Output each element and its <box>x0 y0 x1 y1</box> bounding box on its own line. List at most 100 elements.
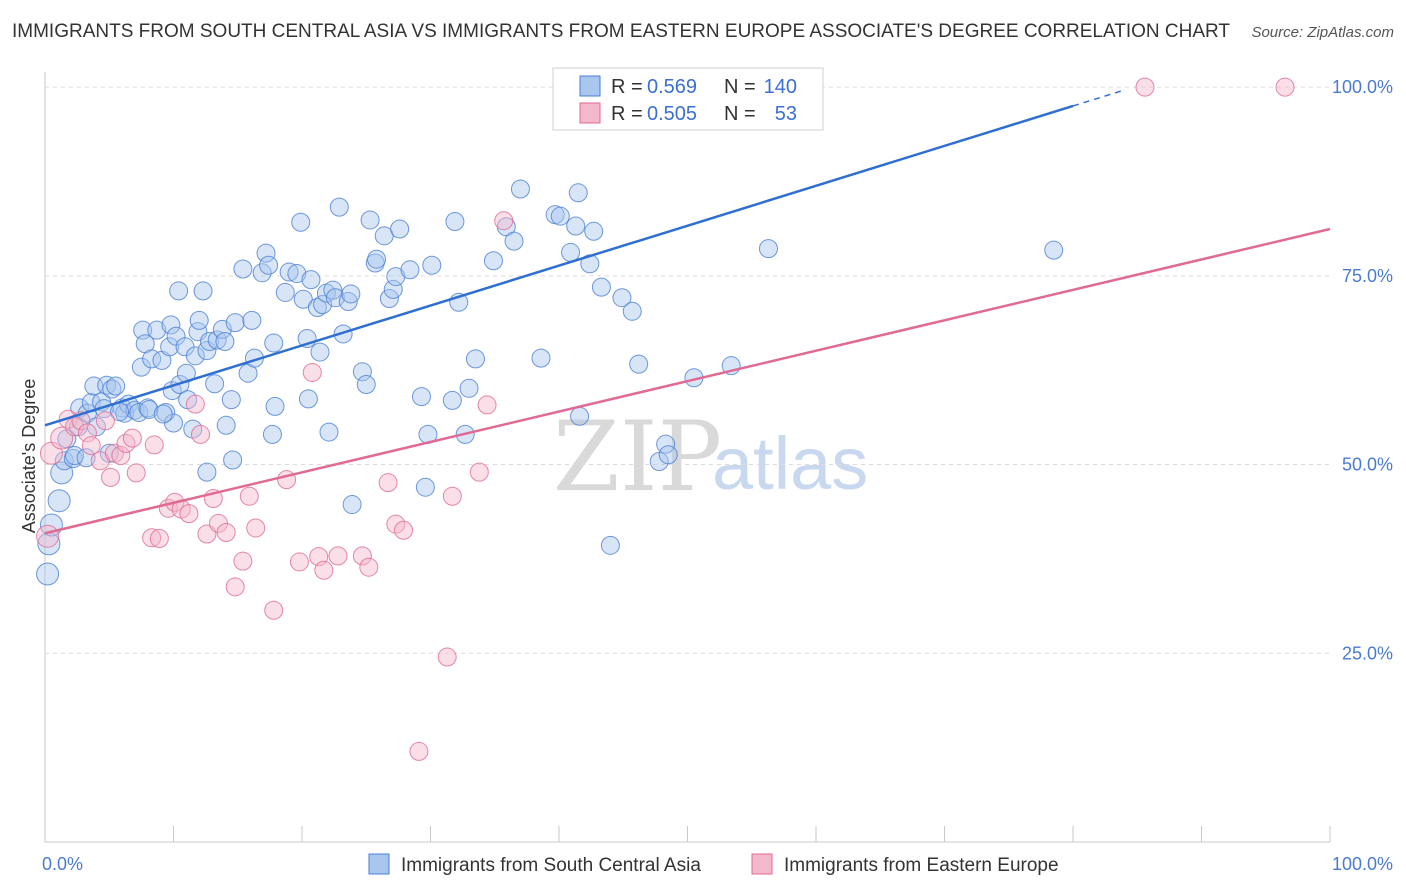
blue-point-84 <box>329 197 349 217</box>
blue-point-124 <box>612 288 632 308</box>
blue-point-49 <box>193 281 213 301</box>
pink-point-49 <box>477 395 497 415</box>
y-tick-label-50: 50.0% <box>1342 455 1393 475</box>
blue-point-31 <box>142 349 162 369</box>
blue-point-67 <box>262 424 282 444</box>
blue-point-68 <box>264 333 284 353</box>
bottom-legend-label-blue: Immigrants from South Central Asia <box>401 855 701 876</box>
pink-point-39 <box>328 546 348 566</box>
legend-r-value-1: 0.569 <box>647 76 697 98</box>
pink-point-10 <box>101 467 121 487</box>
pink-point-14 <box>122 428 142 448</box>
y-tick-labels: 25.0% 50.0% 75.0% 100.0% <box>1332 77 1393 663</box>
pink-point-17 <box>144 435 164 455</box>
legend-n-value-2: 53 <box>775 103 797 125</box>
blue-point-66 <box>259 255 279 275</box>
pink-point-38 <box>314 560 334 580</box>
trend-lines <box>44 89 1331 535</box>
blue-point-55 <box>215 332 235 351</box>
blue-point-133 <box>1044 240 1064 260</box>
blue-point-132 <box>758 239 778 259</box>
blue-point-89 <box>352 362 372 382</box>
watermark-zip: ZIP <box>553 401 722 513</box>
pink-point-35 <box>289 552 309 572</box>
correlation-legend: R = 0.569 N = 140 R = 0.505 N = 53 <box>552 67 824 131</box>
legend-r-label-1: R = <box>611 76 643 98</box>
blue-point-60 <box>233 259 253 279</box>
pink-point-30 <box>233 551 253 571</box>
y-axis-title: Associate's Degree <box>19 379 39 534</box>
pink-point-36 <box>302 362 322 382</box>
pink-point-32 <box>246 518 266 538</box>
y-tick-label-75: 75.0% <box>1342 266 1393 286</box>
trend-line-blue <box>44 104 1074 427</box>
blue-point-104 <box>442 390 462 410</box>
pink-point-13 <box>116 433 136 453</box>
pink-point-43 <box>386 514 406 534</box>
blue-point-70 <box>275 282 295 302</box>
blue-point-73 <box>291 212 311 232</box>
x-tick-labels: 0.0% 100.0% <box>42 854 1393 874</box>
pink-point-33 <box>264 600 284 620</box>
y-tick-label-25: 25.0% <box>1342 643 1393 663</box>
blue-point-36 <box>161 315 181 335</box>
pink-point-51 <box>1135 77 1155 97</box>
blue-point-116 <box>561 242 581 262</box>
blue-point-77 <box>307 298 327 318</box>
bottom-legend-swatch-blue <box>368 853 390 875</box>
bottom-legend-label-pink: Immigrants from Eastern Europe <box>784 855 1059 876</box>
source-label: Source: ZipAtlas.com <box>1251 24 1394 41</box>
blue-point-52 <box>205 374 225 394</box>
blue-point-99 <box>400 260 420 280</box>
blue-point-30 <box>139 399 159 419</box>
blue-point-101 <box>415 477 435 497</box>
blue-point-78 <box>310 342 330 362</box>
legend-swatch-blue <box>579 75 601 97</box>
blue-point-72 <box>287 264 307 284</box>
blue-point-105 <box>445 211 465 231</box>
pink-point-12 <box>111 445 131 465</box>
pink-point-48 <box>469 462 489 482</box>
blue-point-122 <box>591 277 611 297</box>
blue-point-76 <box>301 270 321 290</box>
blue-point-118 <box>568 183 588 203</box>
series-eastern-europe-points <box>36 77 1295 761</box>
pink-point-40 <box>352 546 372 566</box>
bottom-legend-swatch-pink <box>751 853 773 875</box>
pink-point-24 <box>190 424 210 444</box>
blue-point-136 <box>153 404 173 424</box>
pink-point-44 <box>394 520 414 540</box>
blue-point-59 <box>225 313 245 333</box>
blue-point-32 <box>147 320 167 340</box>
pink-point-46 <box>437 647 457 667</box>
blue-point-4 <box>50 461 74 485</box>
blue-point-123 <box>600 535 620 555</box>
pink-point-41 <box>359 557 379 577</box>
pink-point-7 <box>81 436 101 456</box>
blue-point-58 <box>223 450 243 470</box>
blue-point-82 <box>323 280 343 300</box>
blue-point-71 <box>279 262 299 282</box>
blue-point-91 <box>360 210 380 230</box>
pink-point-45 <box>409 741 429 761</box>
blue-point-57 <box>221 390 241 410</box>
blue-point-113 <box>531 348 551 368</box>
blue-point-86 <box>338 291 358 311</box>
pink-point-52 <box>1275 77 1295 97</box>
blue-point-83 <box>325 288 345 308</box>
blue-point-121 <box>584 221 604 241</box>
pink-point-23 <box>185 394 205 414</box>
legend-n-label-1: N = <box>724 76 756 98</box>
blue-point-56 <box>216 415 236 435</box>
blue-point-98 <box>390 219 410 239</box>
blue-point-8 <box>65 445 85 465</box>
pink-point-6 <box>77 423 97 443</box>
blue-point-64 <box>252 263 272 283</box>
blue-point-3 <box>47 489 71 513</box>
blue-point-53 <box>207 330 227 350</box>
chart-title: IMMIGRANTS FROM SOUTH CENTRAL ASIA VS IM… <box>12 21 1231 42</box>
blue-point-137 <box>197 462 217 482</box>
legend-r-label-2: R = <box>611 103 643 125</box>
blue-point-119 <box>570 406 590 426</box>
